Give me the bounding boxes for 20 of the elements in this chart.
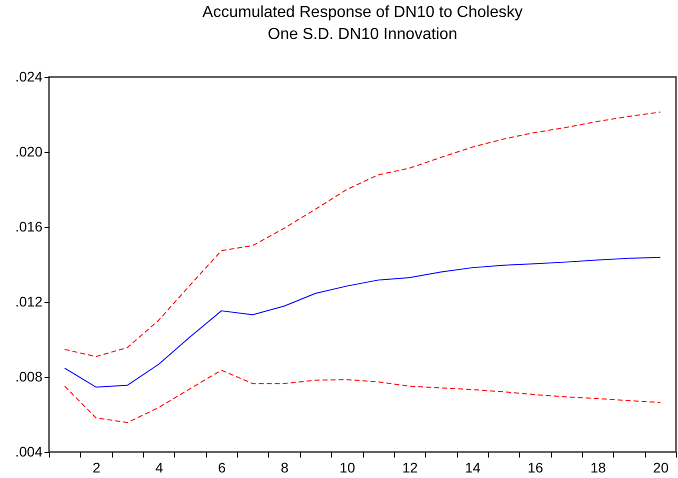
x-tick-label: 4 <box>155 460 164 476</box>
y-tick-label: .016 <box>15 218 43 234</box>
x-tick-label: 12 <box>402 460 418 476</box>
y-tick-label: .012 <box>15 294 43 310</box>
line-series <box>64 370 661 424</box>
y-tick-label: .008 <box>15 368 43 384</box>
x-tick-label: 18 <box>590 460 606 476</box>
y-tick-label: .020 <box>15 144 43 160</box>
y-tick-label: .004 <box>15 444 43 460</box>
x-tick-label: 14 <box>464 460 481 476</box>
x-tick-label: 2 <box>92 460 101 476</box>
x-tick-label: 8 <box>280 460 289 476</box>
line-series <box>64 256 661 388</box>
y-tick-label: .024 <box>15 68 43 84</box>
chart-title: Accumulated Response of DN10 to Cholesky One S.D. DN10 Innovation <box>202 4 523 43</box>
x-tick-label: 10 <box>340 460 356 476</box>
x-tick-label: 16 <box>528 460 544 476</box>
line-series <box>64 112 661 358</box>
x-tick-label: 6 <box>218 460 226 476</box>
x-tick-label: 20 <box>653 460 669 476</box>
